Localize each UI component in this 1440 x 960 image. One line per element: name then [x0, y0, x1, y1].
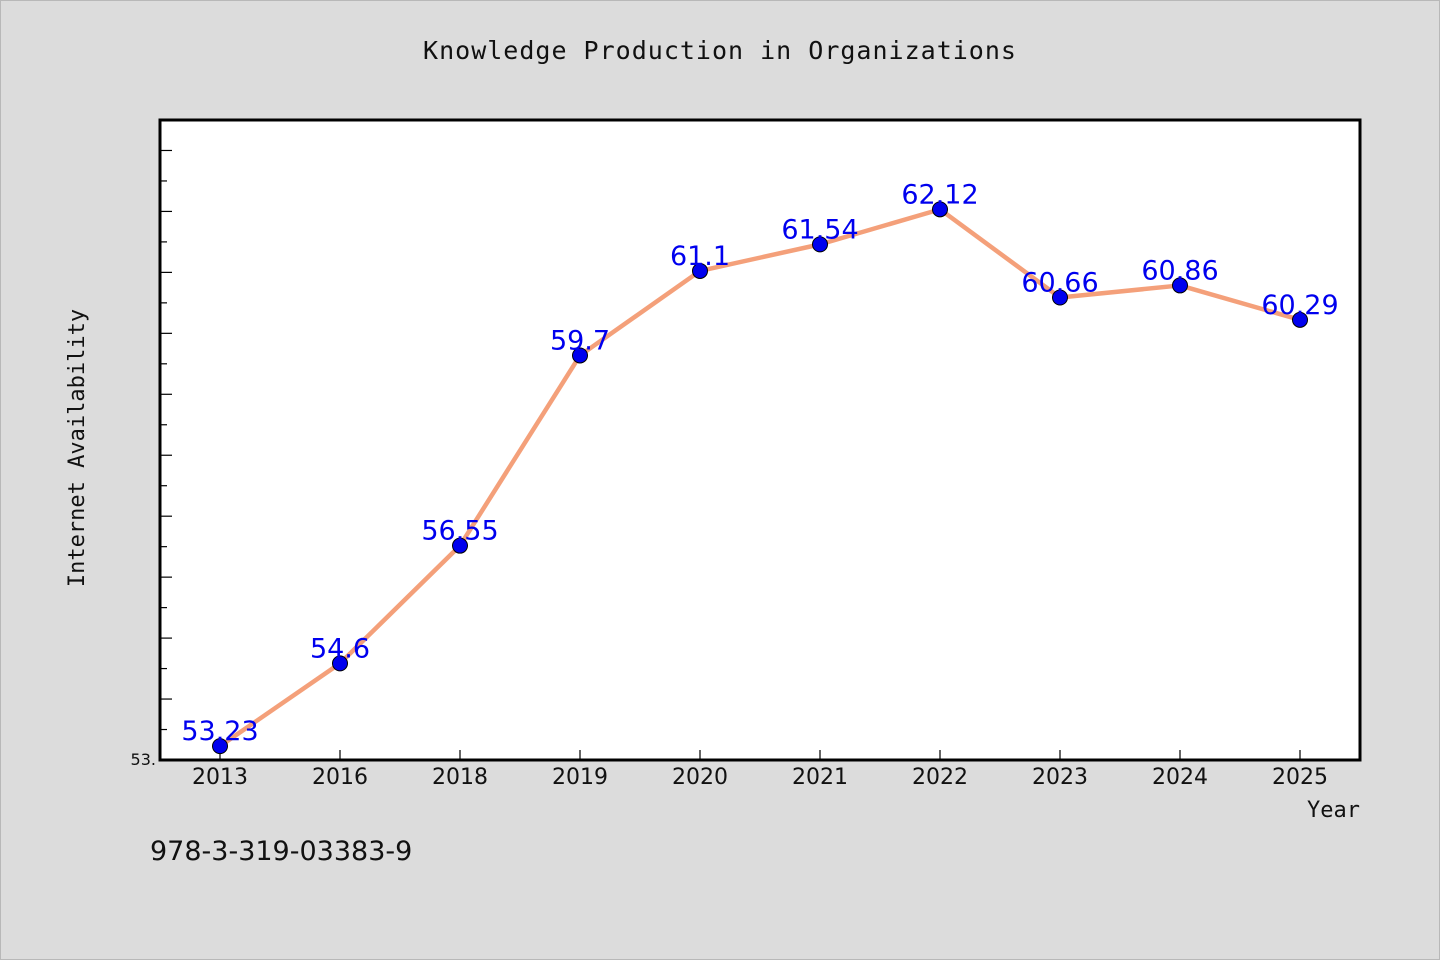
x-tick-label: 2022: [912, 765, 968, 790]
data-point: [932, 201, 948, 218]
data-label: 59.7: [550, 325, 610, 356]
data-point: [1052, 289, 1068, 306]
data-point: [1292, 311, 1308, 328]
data-point: [572, 347, 588, 364]
x-tick-label: 2024: [1152, 765, 1208, 790]
data-point: [692, 262, 708, 279]
data-label: 60.86: [1141, 255, 1218, 286]
x-axis-label: Year: [1307, 798, 1360, 823]
data-label: 53.23: [181, 716, 258, 747]
x-tick-label: 2020: [672, 765, 728, 790]
x-tick-label: 2025: [1272, 765, 1328, 790]
data-label: 60.29: [1261, 290, 1338, 321]
data-point: [452, 537, 468, 554]
y-axis-label: Internet Availability: [65, 309, 90, 587]
data-label: 62.12: [901, 179, 978, 210]
plot-area: [160, 120, 1360, 760]
x-tick-label: 2018: [432, 765, 488, 790]
data-label: 60.66: [1021, 268, 1098, 299]
data-label: 61.54: [781, 214, 858, 245]
data-point: [1172, 277, 1188, 294]
series-line: [217, 207, 1303, 749]
data-label: 54.6: [310, 633, 370, 664]
x-tick-label: 2023: [1032, 765, 1088, 790]
plot-frame: [158, 118, 1362, 762]
x-tick-label: 2019: [552, 765, 608, 790]
data-point: [332, 655, 348, 672]
x-tick-label: 2013: [192, 765, 248, 790]
data-point: [212, 738, 228, 755]
y-tick-label: 53.: [131, 750, 156, 769]
x-tick-label: 2016: [312, 765, 368, 790]
isbn-text: 978-3-319-03383-9: [150, 836, 413, 867]
x-tick-label: 2021: [792, 765, 848, 790]
data-label: 61.1: [670, 241, 730, 272]
data-label: 56.55: [421, 516, 498, 547]
data-point: [812, 236, 828, 253]
chart-title: Knowledge Production in Organizations: [423, 36, 1017, 65]
